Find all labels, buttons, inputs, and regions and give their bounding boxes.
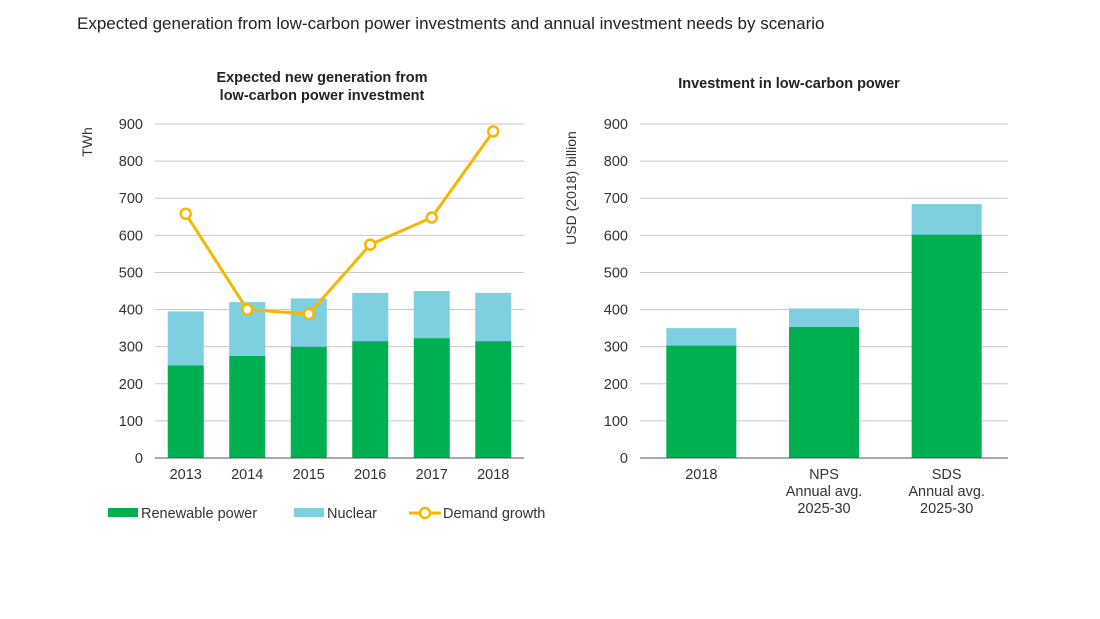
page-title: Expected generation from low-carbon powe… [77,14,825,33]
legend: Renewable power Nuclear Demand growth [108,506,545,522]
chart-investment: Investment in low-carbon power 0 100 200 300… [563,76,1008,517]
y-axis-label: USD (2018) billion [563,131,579,245]
x-tick-label: 2015 [293,467,325,483]
bar-renewable [167,365,204,458]
legend-label-demand: Demand growth [443,506,545,522]
y-tick-label: 0 [135,451,143,467]
legend-swatch-nuclear [294,508,324,517]
bar-nuclear [352,292,389,342]
chart-generation: Expected new generation from low-carbon p… [79,70,524,483]
point-demand-growth [425,211,438,224]
legend-label-renewable: Renewable power [141,506,257,522]
bar-renewable [352,341,389,458]
y-tick-label: 500 [119,265,143,281]
x-tick-label: 2014 [231,467,263,483]
x-tick-label: 2013 [170,467,202,483]
bar-renewable [290,346,327,458]
point-demand-growth [487,125,500,138]
bar-renewable [229,355,266,458]
x-tick-label: 2016 [354,467,386,483]
y-tick-label: 900 [604,117,628,133]
bar-nuclear [413,291,450,339]
y-tick-label: 800 [604,154,628,170]
bar-renewable [789,326,859,458]
y-tick-label: 900 [119,117,143,133]
bar-nuclear [789,308,859,327]
point-demand-growth [179,207,192,221]
x-tick-label: 2025-30 [797,501,850,517]
y-tick-label: 300 [604,340,628,356]
chart-title: Expected new generation from [216,70,427,86]
bar-nuclear [290,298,327,347]
y-tick-label: 500 [604,265,628,281]
y-tick-label: 700 [604,191,628,207]
y-tick-label: 200 [604,377,628,393]
x-tick-label: Annual avg. [786,484,863,500]
point-demand-growth [302,307,315,321]
y-tick-label: 600 [119,228,143,244]
y-tick-label: 100 [604,414,628,430]
point-demand-growth [364,238,377,251]
y-tick-label: 600 [604,228,628,244]
x-tick-label: SDS [932,467,962,483]
legend-label-nuclear: Nuclear [327,506,377,522]
y-tick-label: 300 [119,340,143,356]
bar-renewable [475,341,512,458]
bar-nuclear [666,328,737,346]
x-tick-label: 2025-30 [920,501,973,517]
bar-nuclear [475,292,512,342]
chart-title: low-carbon power investment [220,88,425,104]
bar-renewable [413,338,450,458]
x-tick-label: NPS [809,467,839,483]
y-tick-label: 800 [119,154,143,170]
y-tick-label: 200 [119,377,143,393]
point-demand-growth [241,303,254,316]
bar-renewable [666,345,737,458]
y-tick-label: 0 [620,451,628,467]
legend-swatch-renewable [108,508,138,517]
bar-nuclear [911,204,982,235]
y-tick-label: 400 [604,303,628,319]
x-tick-label: 2018 [685,467,717,483]
chart-title: Investment in low-carbon power [678,76,900,92]
y-tick-label: 400 [119,303,143,319]
legend-marker-demand [418,506,432,520]
x-tick-label: 2018 [477,467,509,483]
bar-renewable [911,234,982,458]
line-demand-growth [184,130,495,316]
y-tick-label: 700 [119,191,143,207]
x-tick-label: Annual avg. [908,484,985,500]
y-tick-label: 100 [119,414,143,430]
y-axis-label: TWh [79,127,95,157]
x-tick-label: 2017 [416,467,448,483]
bar-nuclear [167,311,204,366]
